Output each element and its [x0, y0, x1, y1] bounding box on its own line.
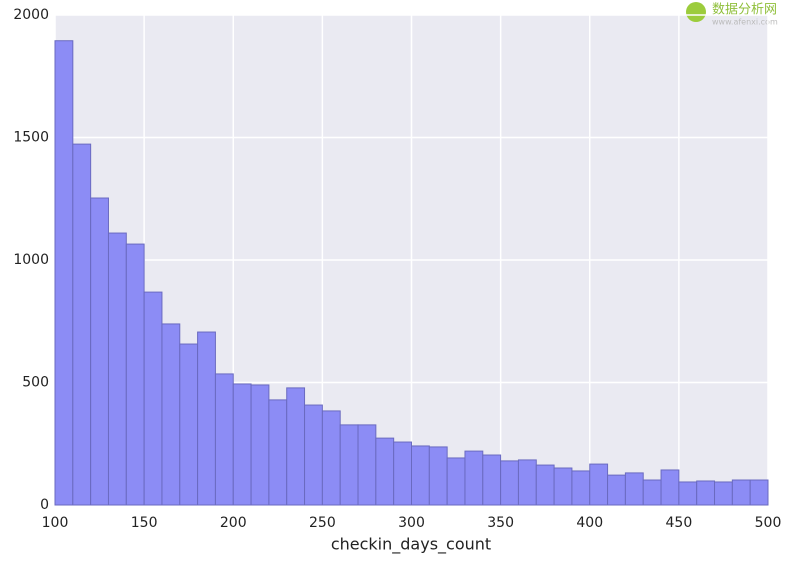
bar: [749, 479, 769, 506]
bar: [107, 232, 127, 506]
bar: [589, 463, 609, 506]
x-tick-label: 350: [487, 515, 514, 531]
bar: [321, 410, 341, 506]
bar: [428, 446, 448, 506]
bar: [714, 481, 733, 506]
bar: [179, 343, 199, 506]
bar: [375, 437, 395, 506]
bar: [125, 243, 145, 506]
watermark-name: 数据分析网: [712, 3, 777, 18]
bar: [446, 457, 466, 506]
bar: [571, 470, 591, 506]
bar: [500, 460, 519, 506]
bar: [553, 467, 573, 506]
x-tick-label: 500: [755, 515, 782, 531]
bar: [232, 383, 252, 506]
bar: [607, 474, 626, 506]
x-tick-label: 200: [220, 515, 247, 531]
bar: [678, 481, 698, 506]
bar: [161, 323, 181, 506]
bar: [339, 424, 359, 506]
bar: [464, 450, 484, 506]
bar: [250, 384, 270, 506]
x-tick-label: 250: [309, 515, 336, 531]
bar: [143, 291, 163, 506]
bar: [642, 479, 662, 506]
y-tick-label: 1500: [13, 130, 49, 146]
bar: [268, 399, 288, 506]
bar: [72, 143, 92, 506]
x-tick-label: 300: [398, 515, 425, 531]
bar: [517, 459, 537, 506]
bar: [357, 424, 377, 506]
watermark-url: www.afenxi.com: [712, 18, 778, 27]
bar: [660, 469, 680, 506]
bar: [304, 404, 323, 506]
y-tick-label: 0: [40, 497, 49, 513]
bar: [624, 472, 644, 506]
x-tick-label: 400: [576, 515, 603, 531]
bar: [286, 387, 306, 506]
bar: [482, 454, 502, 506]
bar: [411, 445, 430, 506]
x-tick-label: 100: [42, 515, 69, 531]
bar: [214, 373, 234, 506]
bar: [90, 197, 109, 506]
bar: [731, 479, 751, 506]
x-tick-label: 150: [131, 515, 158, 531]
x-tick-label: 450: [666, 515, 693, 531]
bar: [197, 331, 216, 506]
bar: [535, 464, 555, 506]
bar: [393, 441, 412, 506]
x-axis-label: checkin_days_count: [331, 535, 491, 555]
y-tick-label: 2000: [13, 7, 49, 23]
bar: [696, 480, 716, 506]
y-tick-label: 1000: [13, 252, 49, 268]
y-tick-label: 500: [22, 375, 49, 391]
bar: [54, 40, 74, 506]
logo: [686, 2, 706, 22]
